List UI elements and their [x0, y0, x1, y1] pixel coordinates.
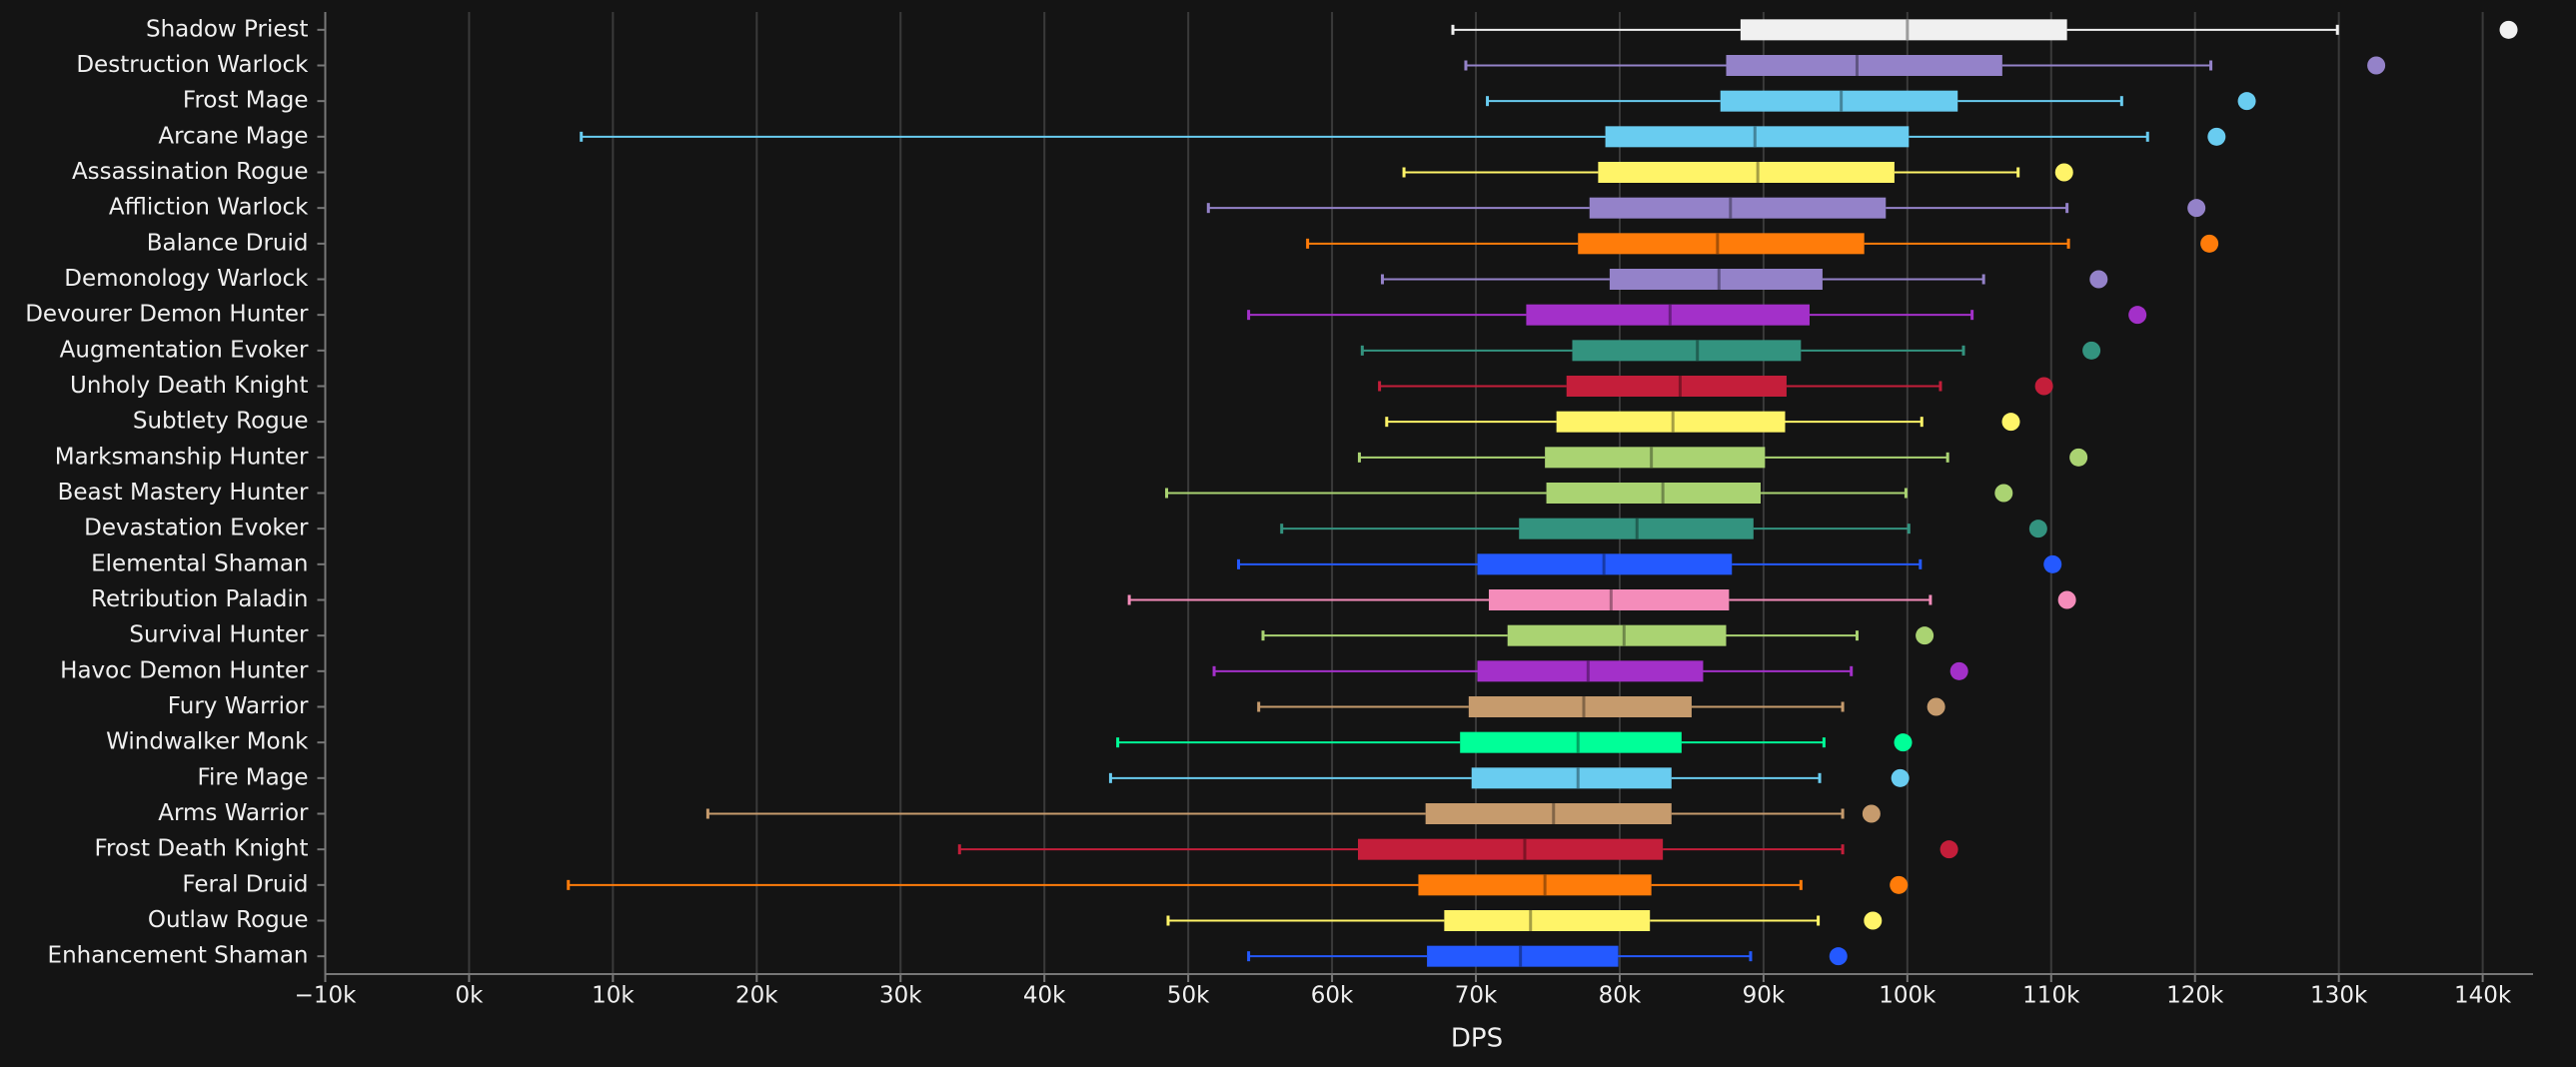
y-tick-label: Survival Hunter	[129, 622, 309, 648]
point	[2034, 377, 2053, 396]
point	[1891, 768, 1910, 787]
point	[2499, 20, 2518, 39]
box	[1566, 376, 1787, 397]
box	[1477, 660, 1704, 682]
x-tick-label: 0k	[455, 983, 484, 1009]
point	[1949, 661, 1968, 680]
x-tick-label: 80k	[1599, 983, 1642, 1009]
y-tick-label: Demonology Warlock	[64, 266, 309, 292]
point	[1864, 911, 1883, 930]
point	[2207, 127, 2226, 146]
point	[2054, 163, 2073, 182]
box	[1740, 19, 2067, 41]
box	[1572, 340, 1802, 362]
point	[1829, 947, 1848, 966]
point	[1894, 733, 1913, 752]
point	[2028, 520, 2047, 538]
y-tick-label: Outlaw Rogue	[148, 907, 309, 933]
y-tick-label: Havoc Demon Hunter	[60, 657, 309, 683]
y-tick-label: Balance Druid	[147, 230, 309, 256]
x-tick-label: 130k	[2310, 983, 2368, 1009]
y-tick-label: Assassination Rogue	[72, 159, 309, 185]
box	[1589, 197, 1887, 219]
point	[2237, 92, 2256, 111]
y-tick-label: Devourer Demon Hunter	[25, 302, 309, 328]
y-tick-label: Retribution Paladin	[91, 586, 309, 612]
y-tick-label: Destruction Warlock	[76, 52, 309, 78]
point	[2082, 341, 2101, 360]
y-tick-label: Frost Mage	[183, 88, 309, 114]
y-tick-label: Enhancement Shaman	[48, 943, 309, 969]
box	[1546, 483, 1762, 504]
point	[2043, 554, 2062, 573]
box	[1720, 90, 1958, 112]
y-tick-label: Fire Mage	[197, 764, 308, 790]
point	[1916, 626, 1934, 645]
point	[2057, 590, 2076, 609]
point	[2200, 234, 2219, 253]
box	[1545, 447, 1766, 469]
x-tick-label: 90k	[1743, 983, 1786, 1009]
y-tick-label: Affliction Warlock	[109, 195, 309, 221]
x-tick-label: 70k	[1455, 983, 1498, 1009]
box	[1357, 838, 1664, 860]
box	[1460, 731, 1682, 753]
box	[1468, 696, 1692, 717]
point	[1994, 484, 2013, 503]
x-tick-label: 50k	[1167, 983, 1210, 1009]
y-tick-label: Beast Mastery Hunter	[58, 480, 309, 506]
box	[1526, 304, 1810, 326]
box	[1427, 945, 1619, 967]
y-tick-label: Frost Death Knight	[95, 836, 309, 862]
x-tick-label: 140k	[2454, 983, 2512, 1009]
box	[1578, 233, 1865, 255]
y-tick-label: Shadow Priest	[146, 16, 309, 42]
y-tick-label: Elemental Shaman	[91, 550, 308, 576]
box	[1471, 767, 1672, 789]
box	[1605, 126, 1910, 148]
y-tick-label: Devastation Evoker	[84, 516, 309, 541]
point	[1927, 697, 1945, 716]
box	[1609, 269, 1823, 290]
y-tick-label: Arcane Mage	[158, 123, 308, 149]
box	[1726, 55, 2002, 76]
y-tick-label: Augmentation Evoker	[60, 337, 309, 363]
point	[2187, 199, 2206, 218]
box	[1598, 162, 1895, 183]
x-tick-label: 10k	[592, 983, 635, 1009]
point	[2089, 270, 2108, 289]
y-tick-label: Subtlety Rogue	[133, 409, 309, 435]
box	[1488, 589, 1730, 610]
y-tick-label: Unholy Death Knight	[70, 373, 308, 399]
box	[1425, 803, 1672, 824]
x-tick-label: 110k	[2022, 983, 2080, 1009]
point	[2001, 413, 2020, 432]
y-tick-label: Marksmanship Hunter	[55, 444, 309, 470]
x-tick-label: 120k	[2166, 983, 2224, 1009]
x-tick-label: −10k	[295, 983, 358, 1009]
x-axis-label: DPS	[1451, 1024, 1503, 1054]
y-tick-label: Fury Warrior	[168, 693, 309, 719]
x-tick-label: 100k	[1879, 983, 1936, 1009]
point	[1890, 875, 1909, 894]
point	[2069, 448, 2088, 467]
y-tick-label: Windwalker Monk	[106, 729, 309, 755]
box	[1507, 624, 1727, 646]
point	[1862, 804, 1881, 823]
box	[1444, 910, 1651, 931]
x-tick-label: 60k	[1311, 983, 1354, 1009]
x-tick-label: 20k	[735, 983, 778, 1009]
x-tick-label: 30k	[879, 983, 922, 1009]
point	[1939, 840, 1958, 859]
x-tick-label: 40k	[1023, 983, 1066, 1009]
point	[2128, 306, 2147, 325]
y-tick-label: Feral Druid	[182, 871, 308, 897]
y-tick-label: Arms Warrior	[158, 800, 309, 826]
point	[2367, 56, 2386, 75]
box	[1418, 874, 1652, 896]
box	[1556, 411, 1786, 433]
